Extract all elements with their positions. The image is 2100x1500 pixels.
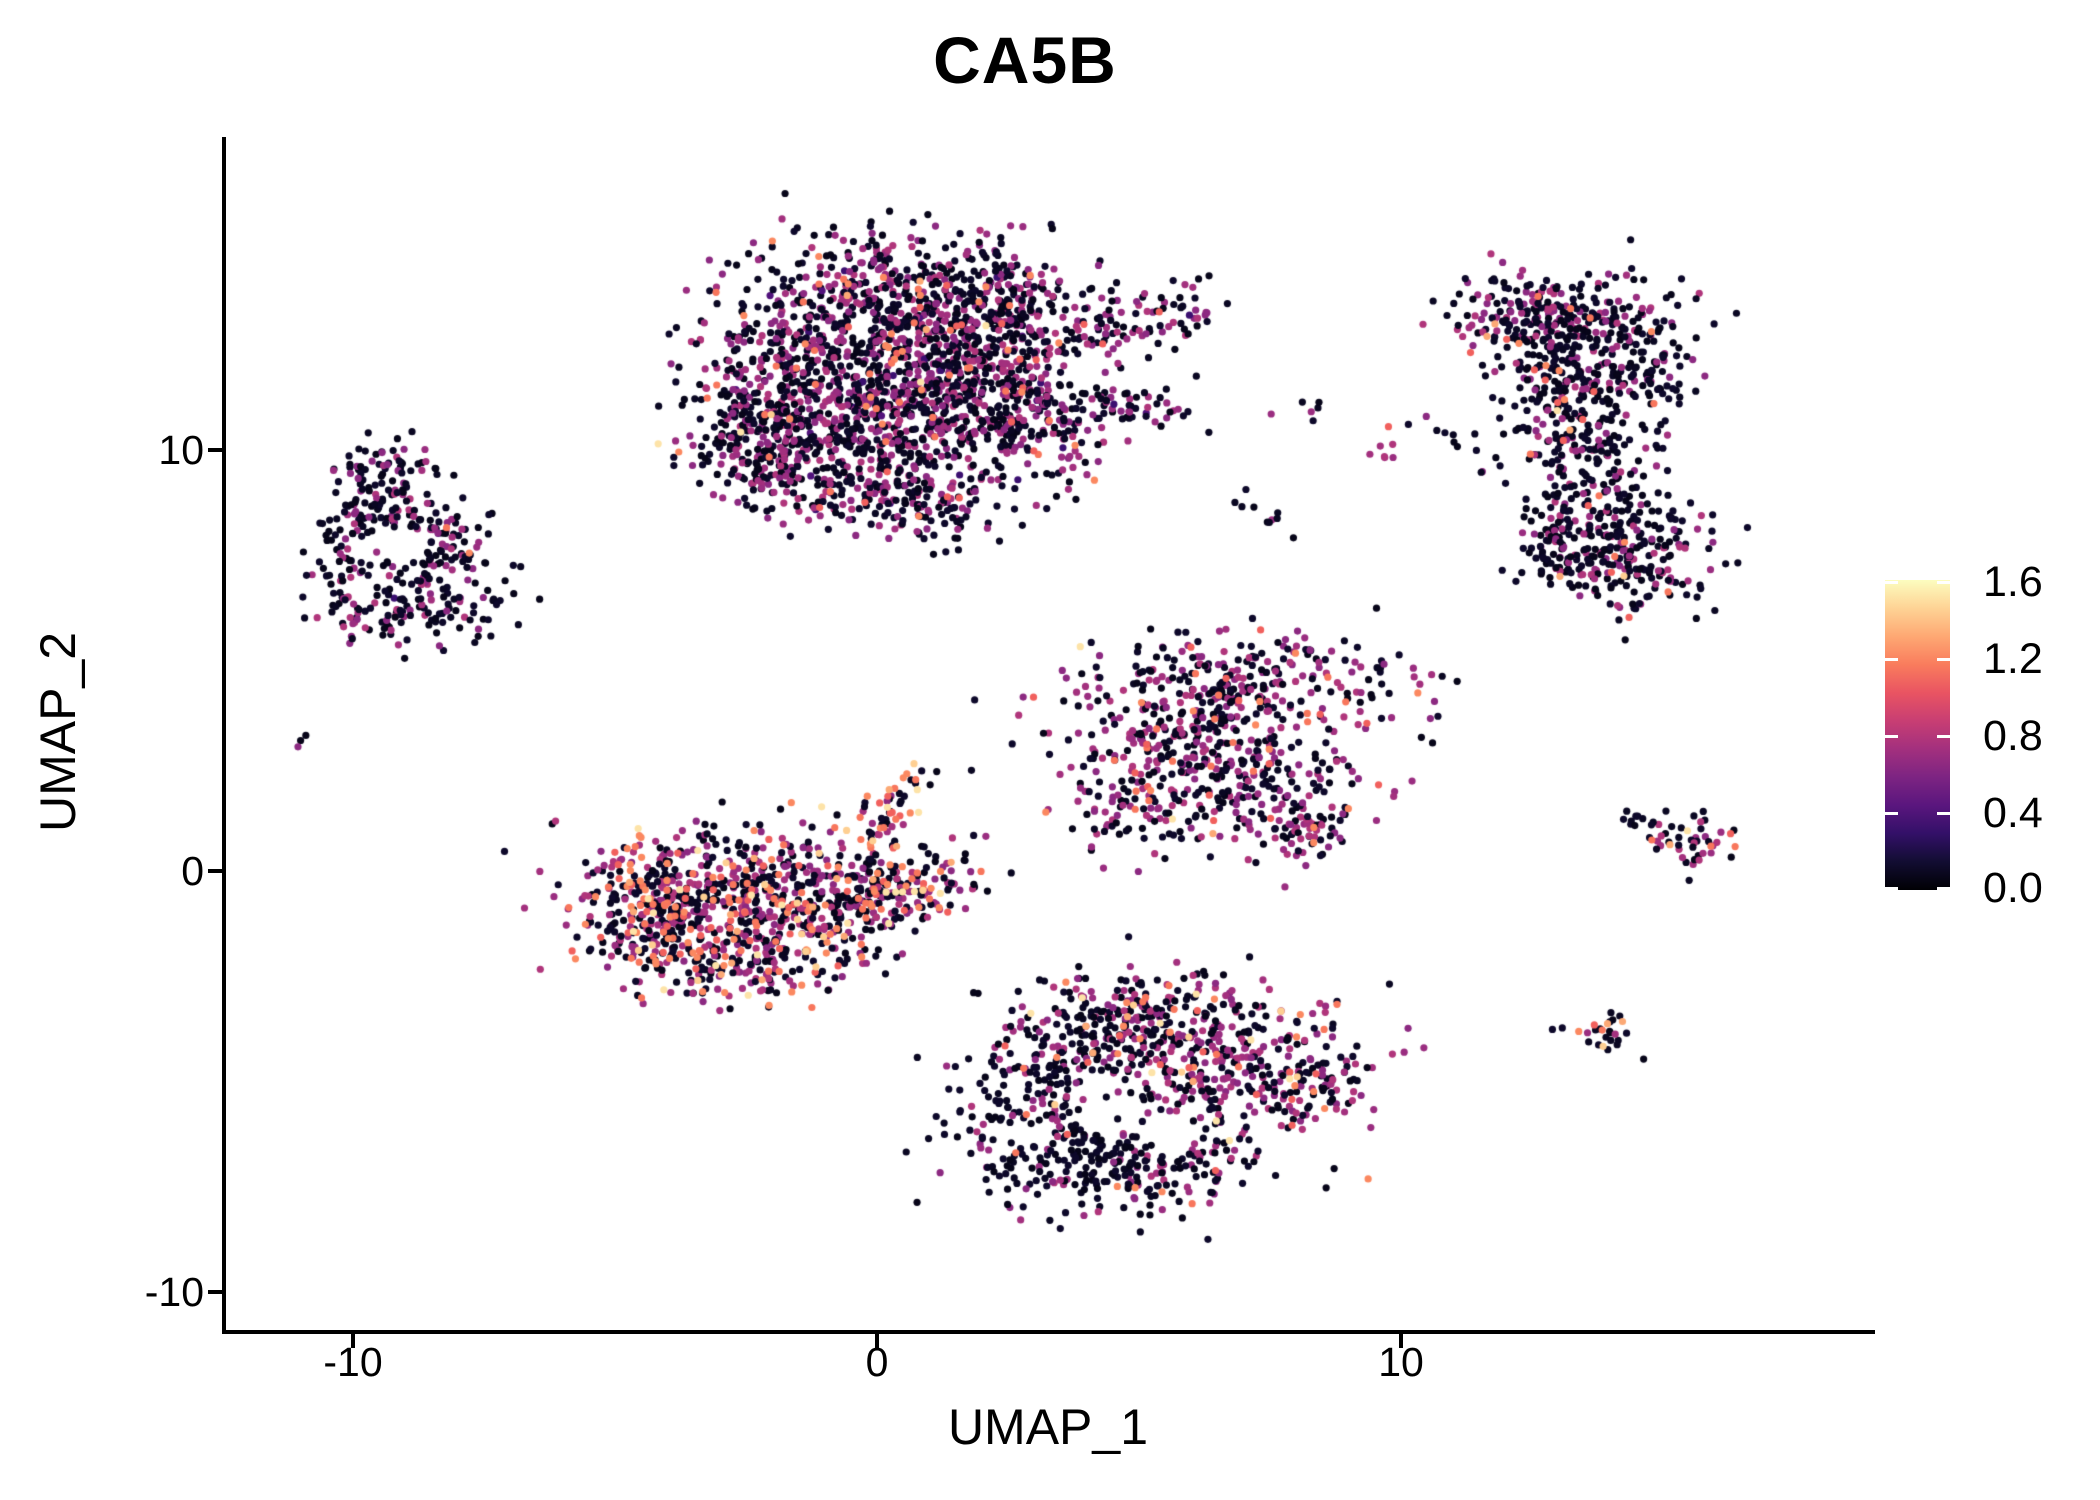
y-axis-line xyxy=(222,137,226,1334)
x-tick-mark xyxy=(1399,1334,1403,1348)
x-axis-title: UMAP_1 xyxy=(947,1399,1149,1455)
y-tick-mark xyxy=(208,448,222,452)
x-tick-label: -10 xyxy=(323,1339,383,1385)
x-tick-mark xyxy=(351,1334,355,1348)
y-tick-label: 0 xyxy=(181,848,204,894)
y-tick-mark xyxy=(208,869,222,873)
y-tick-label: 10 xyxy=(158,427,204,473)
x-tick-label: 10 xyxy=(1378,1339,1424,1385)
plot-title: CA5B xyxy=(933,23,1117,97)
y-axis-title: UMAP_2 xyxy=(30,631,86,833)
y-tick-label: -10 xyxy=(144,1269,204,1315)
x-axis-line xyxy=(222,1330,1875,1334)
x-tick-label: 0 xyxy=(865,1339,889,1385)
x-tick-mark xyxy=(875,1334,879,1348)
y-tick-mark xyxy=(208,1290,222,1294)
